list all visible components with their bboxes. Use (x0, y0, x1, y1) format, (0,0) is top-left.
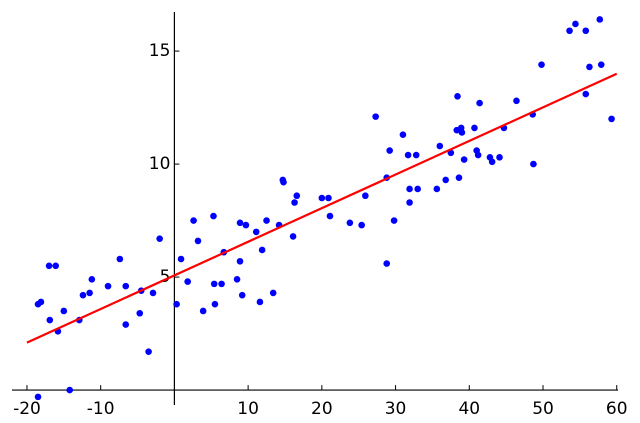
data-point (173, 300, 180, 308)
data-point (291, 199, 298, 206)
data-point (156, 235, 163, 242)
data-point (458, 129, 466, 136)
data-point (199, 307, 207, 315)
data-point (572, 20, 579, 28)
data-point (184, 278, 191, 285)
data-point (252, 228, 260, 236)
data-point (45, 262, 53, 270)
data-point (122, 282, 130, 290)
data-point (399, 131, 407, 139)
data-point (256, 298, 264, 306)
y-tick-label: 10 (149, 154, 171, 174)
data-point (454, 92, 461, 100)
data-point (211, 300, 219, 308)
data-point (236, 257, 244, 265)
y-tick-label: 5 (160, 267, 171, 287)
data-point (289, 233, 297, 240)
data-point (37, 298, 45, 306)
data-point (242, 221, 250, 229)
data-point (383, 260, 391, 267)
data-point (582, 90, 590, 98)
data-point (596, 16, 604, 23)
data-point (86, 289, 93, 297)
data-point (52, 262, 60, 270)
data-point (236, 219, 244, 227)
data-point (586, 63, 593, 71)
data-point (210, 280, 218, 288)
x-tick-label: 60 (606, 399, 628, 419)
data-point (412, 151, 420, 159)
data-point (263, 217, 270, 224)
x-tick-label: 30 (385, 399, 407, 419)
data-point (177, 255, 185, 263)
data-point (474, 151, 482, 159)
data-point (390, 217, 398, 224)
data-point (326, 212, 334, 220)
data-point (34, 393, 42, 401)
x-tick-label: 50 (532, 399, 554, 419)
data-point (406, 199, 413, 206)
data-point (218, 280, 225, 288)
data-point (538, 61, 545, 68)
data-point (280, 178, 287, 186)
x-tick-label: -10 (87, 399, 115, 419)
data-point (325, 194, 332, 202)
data-point (372, 113, 379, 120)
data-point (238, 291, 246, 299)
data-point (104, 282, 112, 290)
data-point (136, 309, 144, 317)
data-point (460, 156, 468, 163)
data-point (190, 217, 197, 224)
data-point (269, 289, 277, 297)
data-point (386, 147, 393, 154)
data-point (436, 142, 444, 150)
fit-line (26, 72, 618, 344)
data-point (406, 185, 413, 193)
data-point (442, 176, 449, 184)
data-point (476, 99, 483, 107)
data-point (582, 27, 590, 35)
data-point (318, 194, 326, 202)
data-point (455, 174, 463, 181)
data-point (496, 154, 503, 161)
x-tick-label: 40 (458, 399, 480, 419)
x-tick-label: 20 (311, 399, 333, 419)
data-point (530, 160, 537, 168)
data-point (488, 158, 496, 166)
data-point (362, 192, 369, 200)
data-point (358, 221, 365, 229)
data-point (513, 97, 520, 105)
data-point (471, 124, 478, 132)
data-point (210, 212, 217, 220)
y-tick-label: 15 (149, 41, 171, 61)
data-point (145, 348, 152, 355)
data-point (66, 386, 74, 394)
data-point (433, 185, 441, 193)
x-tick-label: -20 (13, 399, 41, 419)
data-point (608, 115, 615, 123)
x-tick-label: 10 (237, 399, 259, 419)
data-point (60, 307, 68, 315)
data-point (566, 27, 573, 35)
data-point (293, 192, 301, 200)
data-point (88, 276, 96, 283)
data-point (46, 316, 54, 324)
data-point (404, 151, 412, 159)
data-point (194, 237, 202, 245)
data-point (258, 246, 266, 254)
data-point (414, 185, 421, 193)
data-point (122, 321, 130, 328)
data-point (116, 255, 124, 263)
data-point (597, 61, 605, 68)
data-point (79, 291, 87, 299)
data-point (149, 289, 157, 297)
data-point (233, 276, 241, 283)
data-point (346, 219, 354, 227)
